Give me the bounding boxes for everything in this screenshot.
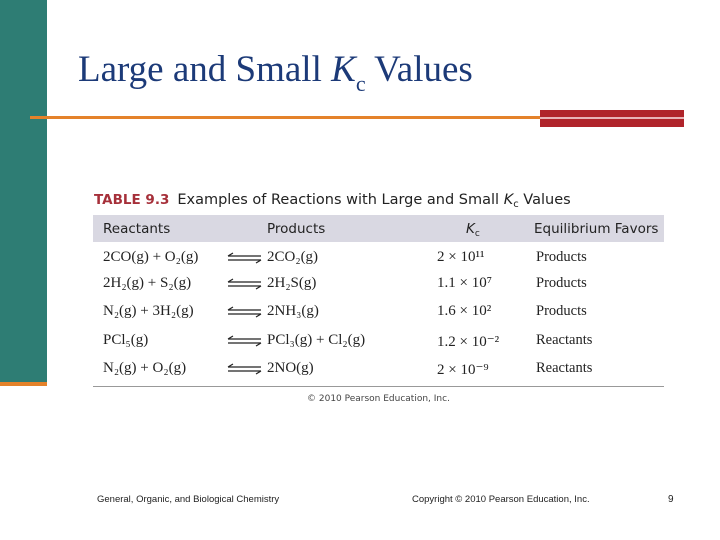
- header-kc-subscript: c: [474, 229, 480, 239]
- cell-reactants: 2CO(g) + O₂(g): [103, 249, 199, 265]
- caption-k-symbol: K: [503, 192, 514, 208]
- cell-favors: Products: [536, 275, 587, 291]
- table-row: N₂(g) + O₂(g) 2NO(g) 2 × 10⁻⁹ Reactants: [93, 355, 664, 383]
- slide-title: Large and Small Kc Values: [78, 48, 473, 96]
- equilibrium-arrow-icon: [227, 335, 262, 347]
- equilibrium-arrow-icon: [227, 306, 262, 318]
- cell-kc: 1.1 × 10⁷: [437, 275, 492, 291]
- header-favors: Equilibrium Favors: [534, 221, 659, 237]
- left-accent-bar: [0, 0, 47, 384]
- table-row: 2H₂(g) + S₂(g) 2H₂S(g) 1.1 × 10⁷ Product…: [93, 270, 664, 298]
- cell-kc: 1.2 × 10⁻²: [437, 334, 500, 350]
- table-credit: © 2010 Pearson Education, Inc.: [307, 394, 450, 404]
- header-products: Products: [267, 221, 326, 237]
- cell-products: 2NO(g): [267, 360, 314, 376]
- title-underline: [30, 116, 540, 119]
- cell-products: PCl₃(g) + Cl₂(g): [267, 332, 366, 348]
- cell-favors: Reactants: [536, 360, 593, 376]
- cell-products: 2H₂S(g): [267, 275, 317, 291]
- title-text-post: Values: [365, 49, 473, 90]
- cell-favors: Reactants: [536, 332, 593, 348]
- caption-text-post: Values: [518, 192, 571, 208]
- caption-text-pre: Examples of Reactions with Large and Sma…: [177, 192, 504, 208]
- cell-reactants: N₂(g) + 3H₂(g): [103, 303, 194, 319]
- cell-kc: 2 × 10¹¹: [437, 249, 485, 265]
- caption-k-subscript: c: [513, 199, 519, 210]
- equilibrium-arrow-icon: [227, 252, 262, 264]
- left-accent-bar-edge: [0, 382, 47, 386]
- equilibrium-arrow-icon: [227, 363, 262, 375]
- table-row: N₂(g) + 3H₂(g) 2NH₃(g) 1.6 × 10² Product…: [93, 298, 664, 326]
- cell-kc: 1.6 × 10²: [437, 303, 492, 319]
- table-header-row: Reactants Products Kc Equilibrium Favors: [93, 215, 664, 242]
- footer-copyright: Copyright © 2010 Pearson Education, Inc.: [412, 494, 590, 505]
- cell-reactants: 2H₂(g) + S₂(g): [103, 275, 192, 291]
- header-kc: Kc: [466, 221, 480, 239]
- equilibrium-arrow-icon: [227, 278, 262, 290]
- table-bottom-rule: [93, 386, 664, 387]
- cell-reactants: N₂(g) + O₂(g): [103, 360, 187, 376]
- header-reactants: Reactants: [103, 221, 171, 237]
- header-kc-symbol: K: [466, 221, 475, 237]
- cell-reactants: PCl₅(g): [103, 332, 149, 348]
- slide-number: 9: [668, 494, 674, 505]
- table-caption: TABLE 9.3 Examples of Reactions with Larg…: [94, 192, 571, 210]
- table-row: 2CO(g) + O₂(g) 2CO₂(g) 2 × 10¹¹ Products: [93, 244, 664, 272]
- title-text-pre: Large and Small: [78, 49, 332, 90]
- table-label: TABLE 9.3: [94, 192, 170, 208]
- title-k-subscript: c: [355, 71, 366, 96]
- cell-favors: Products: [536, 303, 587, 319]
- footer-course-title: General, Organic, and Biological Chemist…: [97, 494, 280, 505]
- title-rule-accent-line: [540, 117, 684, 119]
- cell-products: 2NH₃(g): [267, 303, 319, 319]
- title-k-symbol: K: [331, 49, 356, 90]
- cell-kc: 2 × 10⁻⁹: [437, 362, 489, 378]
- cell-products: 2CO₂(g): [267, 249, 319, 265]
- table-row: PCl₅(g) PCl₃(g) + Cl₂(g) 1.2 × 10⁻² Reac…: [93, 327, 664, 355]
- cell-favors: Products: [536, 249, 587, 265]
